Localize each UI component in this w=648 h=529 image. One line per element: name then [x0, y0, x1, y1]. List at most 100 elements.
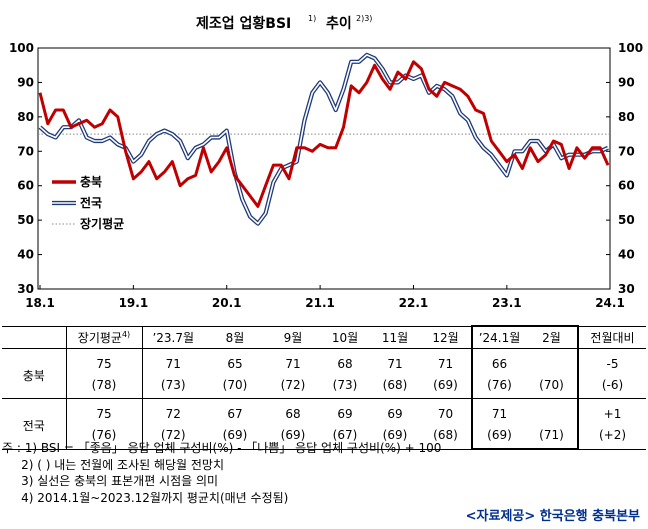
footnote: 4) 2014.1월~2023.12월까지 평균치(매년 수정됨)	[2, 490, 289, 505]
value-cell: 71	[471, 398, 526, 424]
bsi-table: 장기평균4) ’23.7월 8월 9월 10월 11월 12월 ’24.1월 2…	[2, 325, 646, 450]
forecast-cell: (73)	[320, 374, 370, 399]
row-label: 충북	[2, 348, 67, 399]
y-tick-label-right: 60	[618, 179, 635, 193]
chart-title: 제조업 업황BSI	[196, 15, 291, 32]
y-tick-label-right: 100	[618, 41, 643, 55]
table-row: 충북 75 71 65 71 68 71 71 66 -5	[2, 348, 646, 399]
forecast-cell: (78)	[66, 374, 142, 399]
value-cell: 71	[285, 356, 301, 371]
header-cell: 전월대비	[578, 325, 646, 349]
table-row: (76) (72) (69) (69) (67) (69) (68) (69) (71) (+2)	[2, 424, 646, 450]
x-tick-label: 18.1	[25, 296, 55, 310]
value-cell: 75	[96, 356, 112, 371]
legend-label-average: 장기평균	[80, 216, 124, 231]
x-tick-label: 21.1	[305, 296, 335, 310]
forecast-cell: (76)	[471, 374, 526, 399]
y-tick-label-left: 80	[17, 110, 34, 124]
series-line-national-inner	[39, 54, 609, 225]
header-cell: 장기평균4)	[66, 325, 142, 349]
forecast-cell: (72)	[266, 374, 320, 399]
value-cell: 68	[337, 356, 353, 371]
forecast-cell: (69)	[471, 424, 526, 450]
y-tick-label-right: 30	[618, 282, 635, 296]
value-cell	[526, 348, 579, 374]
value-cell: 69	[337, 406, 353, 421]
header-cell: 8월	[204, 325, 266, 349]
value-cell: -5	[606, 356, 619, 371]
value-cell: 66	[471, 348, 526, 374]
y-tick-label-right: 80	[618, 110, 635, 124]
legend-label-chungbuk: 충북	[80, 174, 102, 189]
source-credit: <자료제공> 한국은행 충북본부	[465, 509, 640, 524]
y-tick-label-right: 40	[618, 248, 635, 262]
y-tick-label-left: 70	[17, 144, 34, 158]
chart-title-sup-1: 1)	[308, 14, 316, 23]
y-tick-label-left: 40	[17, 248, 34, 262]
value-cell: 69	[387, 406, 403, 421]
forecast-cell: (69)	[370, 424, 420, 450]
x-tick-label: 19.1	[119, 296, 149, 310]
y-tick-label-right: 50	[618, 213, 635, 227]
value-cell: 72	[141, 398, 204, 424]
forecast-cell: (+2)	[578, 424, 646, 450]
footnotes: 주 : 1) BSI = 「좋음」 응답 업체 구성비(%) - 「나쁨」 응답…	[2, 440, 441, 506]
footnote: 2) ( ) 내는 전월에 조사된 해당월 전망치	[2, 457, 225, 472]
bsi-line-chart: 제조업 업황BSI 1) 추이 2)3) 30 30 40 40 50 50 60 60 70 7…	[9, 14, 643, 310]
forecast-cell: (69)	[266, 424, 320, 450]
y-tick-label-right: 90	[618, 75, 635, 89]
plot-area: 30 30 40 40 50 50 60 60 70 70 80 80 90 90 100 100 18.1 19…	[9, 41, 643, 310]
footnote: 3) 실선은 충북의 표본개편 시점을 의미	[2, 474, 219, 488]
value-cell: 65	[227, 356, 243, 371]
row-label: 전국	[2, 398, 67, 450]
series-line-chungbuk	[38, 60, 610, 208]
table-corner	[2, 325, 67, 349]
y-tick-label-left: 100	[9, 41, 34, 55]
x-tick-label: 23.1	[492, 296, 522, 310]
forecast-cell: (72)	[141, 424, 204, 450]
forecast-cell: (69)	[204, 424, 266, 450]
chart-title-suffix: 추이	[326, 15, 352, 32]
forecast-cell: (73)	[141, 374, 204, 399]
value-cell	[526, 398, 579, 424]
value-cell: +1	[603, 406, 622, 421]
forecast-cell: (69)	[420, 374, 472, 399]
value-cell: 70	[437, 406, 454, 421]
x-tick-label: 20.1	[212, 296, 242, 310]
table-row: 전국 75 72 67 68 69 69 70 71 +1	[2, 398, 646, 450]
y-tick-label-left: 60	[17, 179, 34, 193]
forecast-cell: (68)	[420, 424, 472, 450]
forecast-cell: (70)	[204, 374, 266, 399]
header-cell: ’24.1월	[471, 325, 526, 349]
forecast-cell: (71)	[526, 424, 579, 450]
value-cell: 75	[96, 406, 112, 421]
y-tick-label-right: 70	[618, 144, 635, 158]
forecast-cell: (76)	[66, 424, 142, 450]
x-tick-label: 24.1	[595, 296, 625, 310]
value-cell: 68	[285, 406, 301, 421]
value-cell: 71	[141, 348, 204, 374]
forecast-cell: (68)	[370, 374, 420, 399]
table-row: (78) (73) (70) (72) (73) (68) (69) (76) (70) (-6)	[2, 374, 646, 399]
header-cell: 2월	[526, 325, 579, 349]
header-cell: 10월	[320, 325, 370, 349]
x-tick-label: 22.1	[399, 296, 429, 310]
y-tick-label-left: 90	[17, 75, 34, 89]
forecast-cell: (67)	[320, 424, 370, 450]
y-tick-label-left: 50	[17, 213, 34, 227]
series-line-national-outer	[38, 52, 609, 226]
footnote: 주 : 1) BSI = 「좋음」 응답 업체 구성비(%) - 「나쁨」 응답…	[2, 441, 442, 455]
forecast-cell: (70)	[526, 374, 579, 399]
value-cell: 67	[227, 406, 243, 421]
plot-frame	[37, 47, 611, 290]
chart-title-sup-2: 2)3)	[356, 14, 372, 23]
value-cell: 71	[437, 356, 454, 371]
header-cell: 12월	[420, 325, 472, 349]
forecast-cell: (-6)	[578, 374, 646, 399]
header-cell: 11월	[370, 325, 420, 349]
header-cell: ’23.7월	[141, 325, 204, 349]
y-tick-label-left: 30	[17, 282, 34, 296]
legend-label-national: 전국	[80, 195, 102, 210]
header-cell: 9월	[266, 325, 320, 349]
value-cell: 71	[387, 356, 403, 371]
